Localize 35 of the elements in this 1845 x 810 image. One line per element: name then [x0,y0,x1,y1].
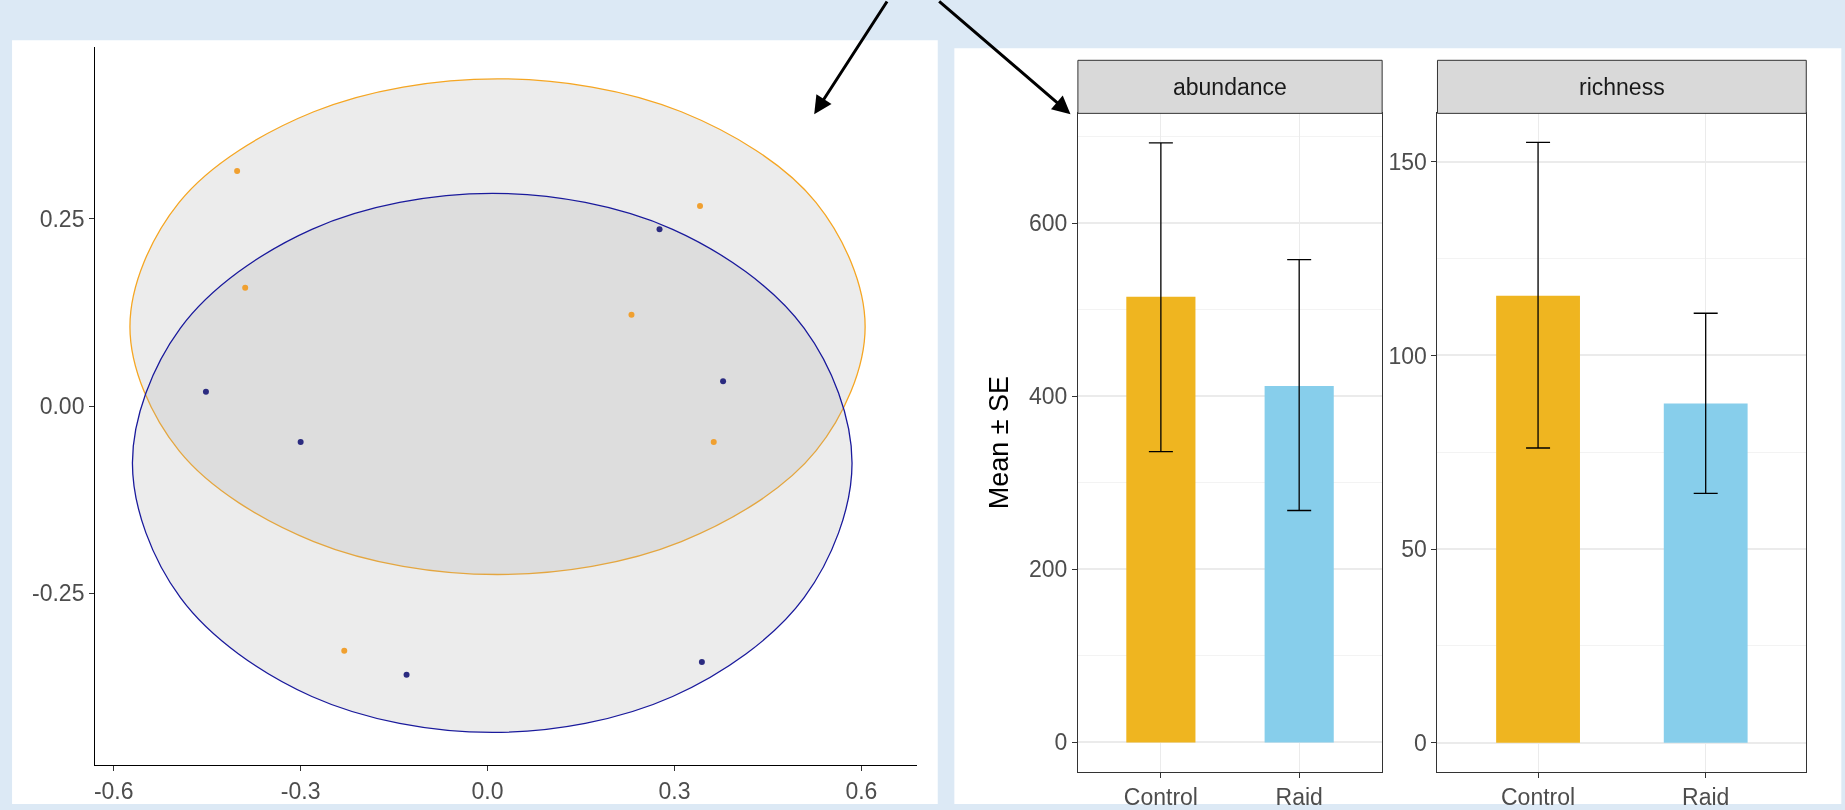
y-tick-label: -0.25 [32,580,85,607]
chart-title: abundance [1173,74,1287,100]
point [698,659,705,666]
y-tick-label: 0.25 [39,205,85,232]
y-tick-label: 50 [1401,536,1427,563]
point [710,438,717,445]
x-tick-label: -0.3 [280,778,321,805]
point [202,388,209,395]
x-tick-label: -0.6 [93,778,134,805]
y-tick-label: 200 [1028,556,1068,583]
x-tick-label: Raid [1682,784,1730,810]
x-tick-label: Control [1123,784,1198,810]
point [297,438,304,445]
point [697,203,704,210]
x-tick-label: Control [1500,784,1576,810]
y-tick-label: 0.00 [39,393,85,420]
point [656,226,663,233]
y-tick-label: 100 [1388,342,1427,369]
y-axis-title: Mean ± SE [983,375,1014,510]
point [403,671,410,678]
point [234,167,241,174]
y-tick-label: 600 [1028,210,1068,237]
y-tick-label: 400 [1028,383,1068,410]
y-tick-label: 0 [1054,729,1068,756]
point [341,647,348,654]
x-tick-label: 0.3 [658,778,691,805]
point [242,284,249,291]
x-tick-label: Raid [1275,784,1323,810]
x-tick-label: 0.6 [845,778,878,805]
chart-title: richness [1579,74,1665,100]
point [628,311,635,318]
x-tick-label: 0.0 [471,778,504,805]
point [720,378,727,385]
y-tick-label: 150 [1388,148,1427,175]
y-tick-label: 0 [1414,729,1427,756]
